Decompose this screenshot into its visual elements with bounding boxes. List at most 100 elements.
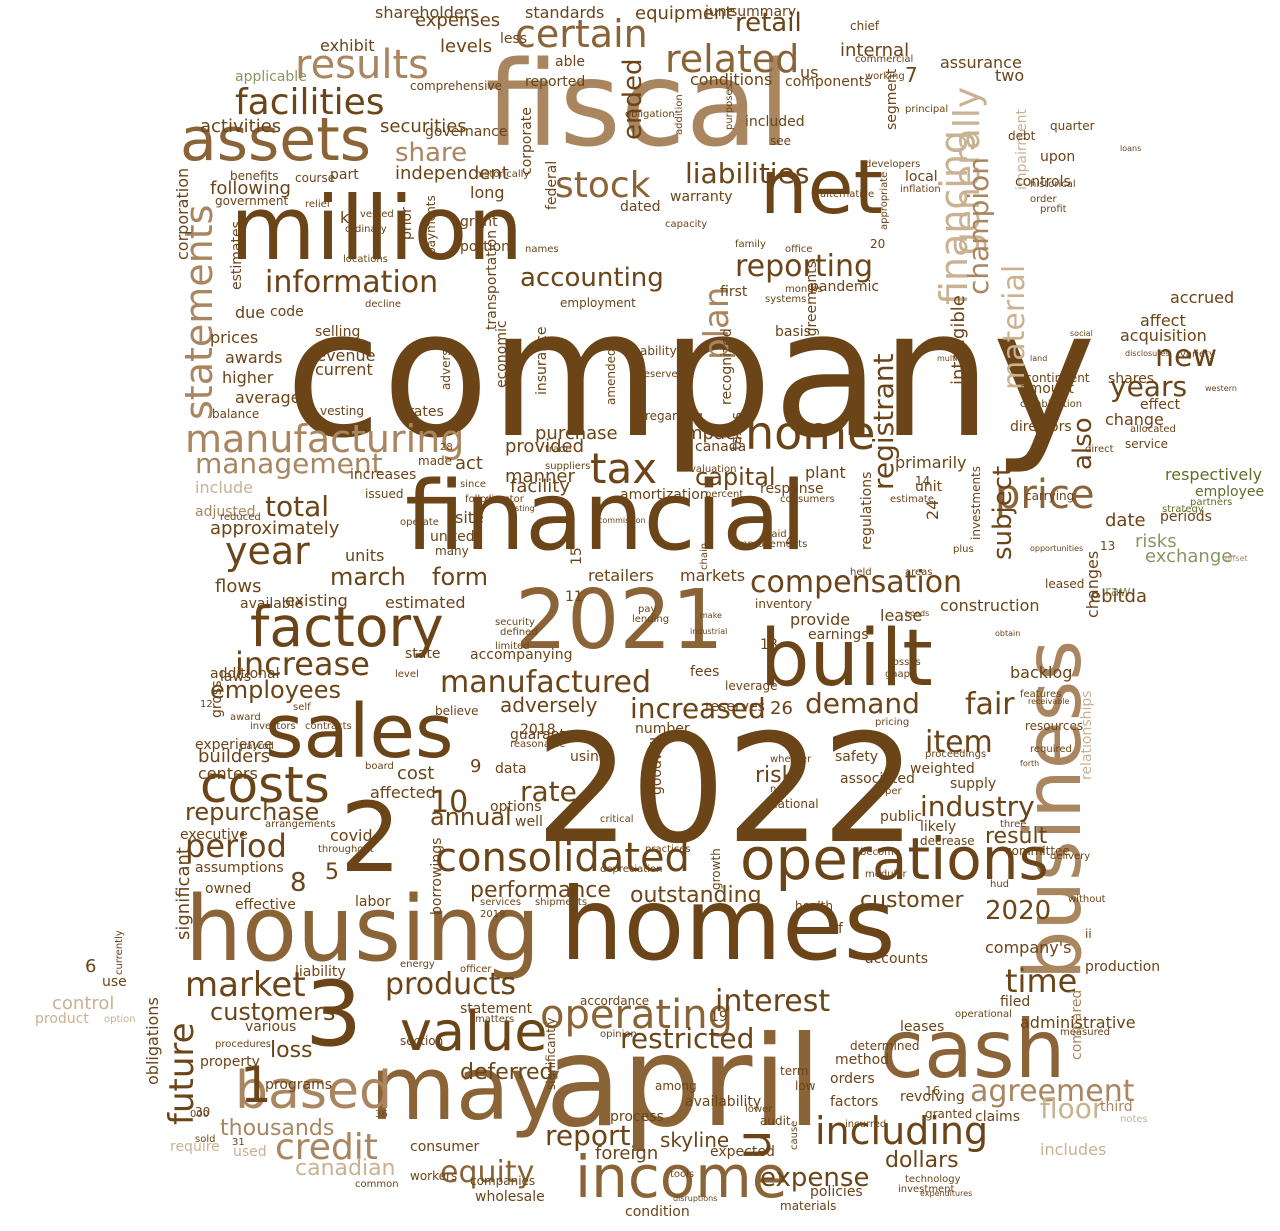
word-exchange: exchange	[1145, 546, 1233, 567]
word-april: april	[545, 1010, 822, 1155]
word-service: service	[1125, 437, 1168, 451]
word-two: two	[995, 66, 1025, 85]
word-portion: portion	[460, 239, 511, 255]
word-new: new	[1155, 339, 1218, 374]
word-arrangements: arrangements	[265, 819, 336, 830]
word-lending: lending	[632, 614, 670, 625]
word-depreciation: depreciation	[600, 864, 663, 875]
word-years: years	[1110, 370, 1188, 403]
word-disruptions: disruptions	[673, 1194, 718, 1203]
word-june: june	[705, 4, 736, 20]
word-annual: annual	[430, 803, 512, 831]
word-common: common	[355, 1179, 399, 1190]
word-change: change	[1105, 410, 1164, 429]
word-technology: technology	[905, 1174, 961, 1185]
word-level: level	[395, 669, 419, 680]
word-using: using	[570, 749, 608, 765]
word-since: since	[460, 479, 486, 490]
word-working: working	[865, 71, 905, 82]
word-features: features	[1020, 689, 1062, 700]
word-profit: profit	[1040, 204, 1067, 215]
word-k: k	[340, 208, 350, 227]
word-30: 30	[195, 1105, 211, 1119]
word-option: option	[104, 1014, 136, 1025]
word-registrant: registrant	[867, 353, 900, 490]
word-disclosures: disclosures	[1125, 349, 1170, 358]
word-customer: customer	[860, 888, 964, 913]
word-shares: shares	[1108, 371, 1155, 387]
word-data: data	[495, 761, 527, 777]
word-earnings: earnings	[808, 627, 869, 643]
word-months: months	[785, 284, 823, 295]
word-limited: limited	[495, 641, 530, 652]
word-raw: raw	[1105, 584, 1131, 600]
word-names: names	[525, 244, 559, 255]
word-vesting: vesting	[320, 404, 364, 418]
word-well: well	[515, 814, 543, 830]
word-services: services	[480, 897, 522, 908]
word-critical: critical	[600, 814, 634, 825]
word-transportation: transportation	[484, 229, 500, 330]
word-contingent: contingent	[1025, 371, 1090, 385]
word-intangible: intangible	[948, 295, 969, 385]
word-operating: operating	[540, 992, 733, 1038]
word-19: 19	[710, 1009, 728, 1025]
word-owned: owned	[205, 881, 252, 897]
word-wholesale: wholesale	[475, 1189, 545, 1205]
word-management: management	[195, 447, 383, 480]
word-delivery: delivery	[1050, 851, 1091, 862]
word-obligations: obligations	[143, 997, 162, 1085]
word-equipment: equipment	[635, 3, 733, 24]
word-item: item	[925, 725, 993, 760]
word-total: total	[265, 490, 330, 523]
word-information: information	[265, 265, 439, 300]
word-allocated: allocated	[1130, 424, 1176, 435]
word-24: 24	[923, 499, 942, 520]
word-exhibit: exhibit	[320, 36, 375, 55]
word-leased: leased	[1045, 577, 1085, 591]
word-become: become	[860, 847, 901, 858]
word-manufactured: manufactured	[440, 665, 652, 700]
word-likely: likely	[920, 819, 957, 835]
word-accounts: accounts	[865, 951, 929, 967]
word-agreement: agreement	[970, 1074, 1135, 1109]
word-goodwill: goodwill	[649, 736, 665, 795]
word-homes: homes	[560, 866, 896, 983]
word-flows: flows	[215, 576, 262, 597]
word-opinion: opinion	[600, 1029, 637, 1040]
word-federal: federal	[544, 160, 560, 210]
word-bonds: bonds	[905, 609, 930, 618]
word-effective: effective	[235, 897, 296, 913]
word-selling: selling	[315, 324, 361, 340]
word-covid: covid	[330, 826, 373, 845]
word-health: health	[795, 899, 833, 913]
word-term: term	[780, 1064, 809, 1078]
word-locations: locations	[343, 254, 388, 265]
word-subject: subject	[988, 465, 1018, 560]
word-higher: higher	[222, 368, 274, 387]
word-alternative: alternative	[820, 189, 875, 200]
word-board: board	[365, 761, 394, 772]
word-markets: markets	[680, 566, 746, 585]
word-increases: increases	[350, 467, 417, 483]
word-commercial: commercial	[855, 54, 914, 65]
word-retailers: retailers	[588, 566, 654, 585]
word-outstanding: outstanding	[630, 883, 762, 908]
word-14: 14	[915, 474, 931, 488]
word-laws: laws	[220, 669, 252, 685]
word-products: products	[385, 967, 517, 1002]
word-suppliers: suppliers	[545, 461, 591, 472]
word-fair: fair	[965, 687, 1015, 722]
word-industrial: industrial	[690, 627, 728, 636]
word-3: 3	[305, 962, 363, 1067]
word-facilities: facilities	[235, 82, 385, 123]
word-believe: believe	[435, 704, 479, 718]
word-certain: certain	[515, 12, 648, 56]
word-able: able	[555, 54, 585, 70]
word-production: production	[1085, 959, 1161, 975]
word-prices: prices	[210, 328, 259, 347]
word-periods: periods	[1160, 509, 1212, 525]
word-cash: cash	[880, 1003, 1066, 1096]
word-plant: plant	[805, 463, 846, 482]
word-agreements: agreements	[804, 260, 820, 345]
